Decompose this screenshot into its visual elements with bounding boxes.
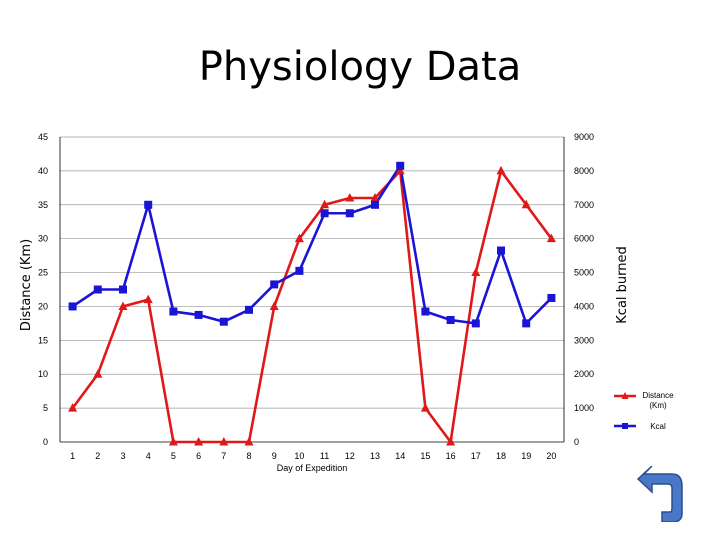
kcal-point <box>68 302 77 311</box>
x-tick-label: 4 <box>146 451 151 461</box>
x-tick-label: 9 <box>272 451 277 461</box>
x-tick-label: 11 <box>320 451 329 461</box>
y2-tick-label: 4000 <box>574 301 594 311</box>
y-tick-label: 30 <box>38 234 48 244</box>
y2-tick-label: 7000 <box>574 200 594 210</box>
x-tick-label: 19 <box>521 451 531 461</box>
y2-tick-label: 1000 <box>574 403 594 413</box>
x-tick-label: 13 <box>370 451 380 461</box>
gridlines <box>60 136 564 409</box>
x-tick-label: 15 <box>420 451 430 461</box>
distance-point <box>269 301 279 310</box>
kcal-point <box>421 307 430 316</box>
kcal-point <box>396 161 405 170</box>
distance-point <box>143 294 153 304</box>
kcal-point <box>245 305 253 314</box>
x-tick-label: 12 <box>345 451 355 461</box>
series-lines <box>71 164 553 444</box>
legend-marker <box>621 392 629 399</box>
kcal-point <box>119 285 127 294</box>
y-axis-label: Distance (Km) <box>19 239 34 331</box>
x-tick-label: 20 <box>546 451 556 461</box>
distance-point <box>93 369 103 378</box>
kcal-point <box>169 307 178 316</box>
legend-label: Distance (Km) <box>642 391 674 410</box>
axes <box>59 137 565 443</box>
kcal-point <box>295 266 304 275</box>
kcal-point <box>371 200 379 209</box>
distance-point <box>320 199 330 209</box>
kcal-point <box>471 319 480 328</box>
kcal-point <box>219 317 228 326</box>
x-tick-label: 2 <box>95 451 100 461</box>
y2-tick-label: 8000 <box>574 166 594 176</box>
back-button[interactable] <box>636 466 686 522</box>
y-tick-label: 15 <box>38 335 48 345</box>
distance-point <box>420 403 430 412</box>
distance-point <box>496 165 506 175</box>
distance-point <box>168 437 178 446</box>
kcal-point <box>93 285 102 294</box>
kcal-point <box>144 200 153 209</box>
distance-point <box>68 403 78 412</box>
distance-point <box>118 301 128 310</box>
x-tick-label: 17 <box>471 451 481 461</box>
distance-point <box>446 437 456 446</box>
distance-point <box>194 437 204 446</box>
kcal-point <box>446 316 455 324</box>
y-tick-label: 10 <box>38 369 48 379</box>
kcal-point <box>194 310 203 319</box>
y2-tick-label: 2000 <box>574 369 594 379</box>
y-tick-label: 25 <box>38 268 48 278</box>
distance-point <box>370 193 380 202</box>
y-tick-label: 5 <box>43 403 48 413</box>
series-markers <box>68 161 556 446</box>
x-tick-label: 10 <box>294 451 304 461</box>
y2-tick-label: 0 <box>574 437 579 447</box>
y-tick-label: 0 <box>43 437 48 447</box>
x-tick-label: 8 <box>246 451 251 461</box>
distance-line <box>71 169 553 444</box>
x-tick-label: 1 <box>70 451 75 461</box>
y-tick-label: 20 <box>38 301 48 311</box>
x-tick-label: 14 <box>395 451 405 461</box>
x-tick-label: 7 <box>221 451 226 461</box>
page-title: Physiology Data <box>198 44 522 90</box>
y-tick-label: 35 <box>38 200 48 210</box>
distance-point <box>244 437 254 446</box>
y2-axis-label: Kcal burned <box>615 246 630 323</box>
kcal-point <box>547 293 556 302</box>
x-axis-label: Day of Expedition <box>277 463 348 473</box>
kcal-point <box>320 209 329 218</box>
distance-point <box>546 233 556 243</box>
y2-tick-label: 9000 <box>574 132 594 142</box>
y2-tick-label: 6000 <box>574 234 594 244</box>
y2-tick-label: 3000 <box>574 335 594 345</box>
kcal-point <box>497 246 505 255</box>
x-tick-label: 16 <box>446 451 456 461</box>
distance-point <box>471 267 481 277</box>
kcal-line <box>71 164 553 325</box>
distance-point <box>294 233 304 243</box>
x-tick-label: 3 <box>120 451 125 461</box>
legend-marker <box>622 423 628 429</box>
return-arrow-icon <box>636 466 683 522</box>
distance-point <box>345 193 355 202</box>
kcal-point <box>522 319 531 328</box>
y-tick-label: 45 <box>38 132 48 142</box>
distance-point <box>395 165 405 175</box>
x-tick-label: 5 <box>171 451 176 461</box>
y-tick-label: 40 <box>38 166 48 176</box>
distance-point <box>521 199 531 209</box>
kcal-point <box>345 209 354 218</box>
distance-point <box>219 437 229 446</box>
legend: Distance (Km) Kcal <box>614 391 674 431</box>
legend-label: Kcal <box>650 422 666 431</box>
x-tick-label: 18 <box>496 451 506 461</box>
y2-tick-label: 5000 <box>574 268 594 278</box>
x-tick-label: 6 <box>196 451 201 461</box>
kcal-point <box>270 280 279 289</box>
